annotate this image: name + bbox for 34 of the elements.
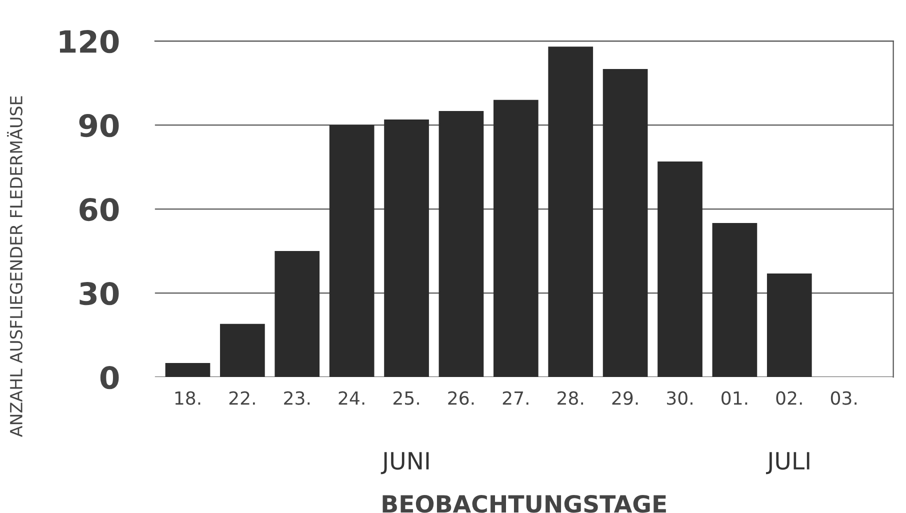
bar — [384, 119, 429, 378]
y-tick-label: 90 — [79, 114, 119, 138]
text: JUNI — [380, 452, 429, 474]
x-tick-label: 22. — [229, 391, 255, 405]
x-tick-label: 23. — [284, 391, 310, 405]
x-tick-label: 26. — [448, 391, 474, 405]
bar — [220, 324, 265, 378]
y-axis-title: ANZAHL AUSFLIEGENDER FLEDERMÄUSE — [7, 96, 22, 437]
x-tick-label: 24. — [338, 391, 364, 405]
bar — [329, 125, 374, 378]
x-tick-label: 18. — [175, 391, 200, 405]
x-tick-label: 03. — [830, 391, 856, 405]
x-axis-title: BEOBACHTUNGSTAGE — [382, 494, 666, 513]
bar — [548, 46, 594, 378]
x-tick-label: 01. — [722, 391, 748, 405]
bar — [658, 161, 702, 378]
x-tick-label: 25. — [393, 391, 419, 405]
x-tick-label: 27. — [502, 391, 528, 405]
x-tick-label: 29. — [612, 391, 638, 405]
bar — [165, 363, 210, 378]
y-tick-label: 120 — [60, 30, 119, 54]
x-tick-label: 30. — [667, 391, 692, 405]
y-tick-label: 0 — [100, 366, 119, 390]
text: JULI — [766, 452, 810, 474]
y-tick-label: 60 — [80, 198, 119, 222]
bar — [712, 223, 758, 378]
bar — [493, 100, 538, 378]
bar — [602, 69, 648, 378]
x-tick-label: 02. — [776, 391, 802, 405]
y-tick-label: 30 — [80, 282, 119, 306]
x-tick-label: 28. — [558, 391, 584, 405]
bar — [438, 111, 484, 378]
bar — [766, 273, 812, 378]
bar — [274, 251, 320, 378]
